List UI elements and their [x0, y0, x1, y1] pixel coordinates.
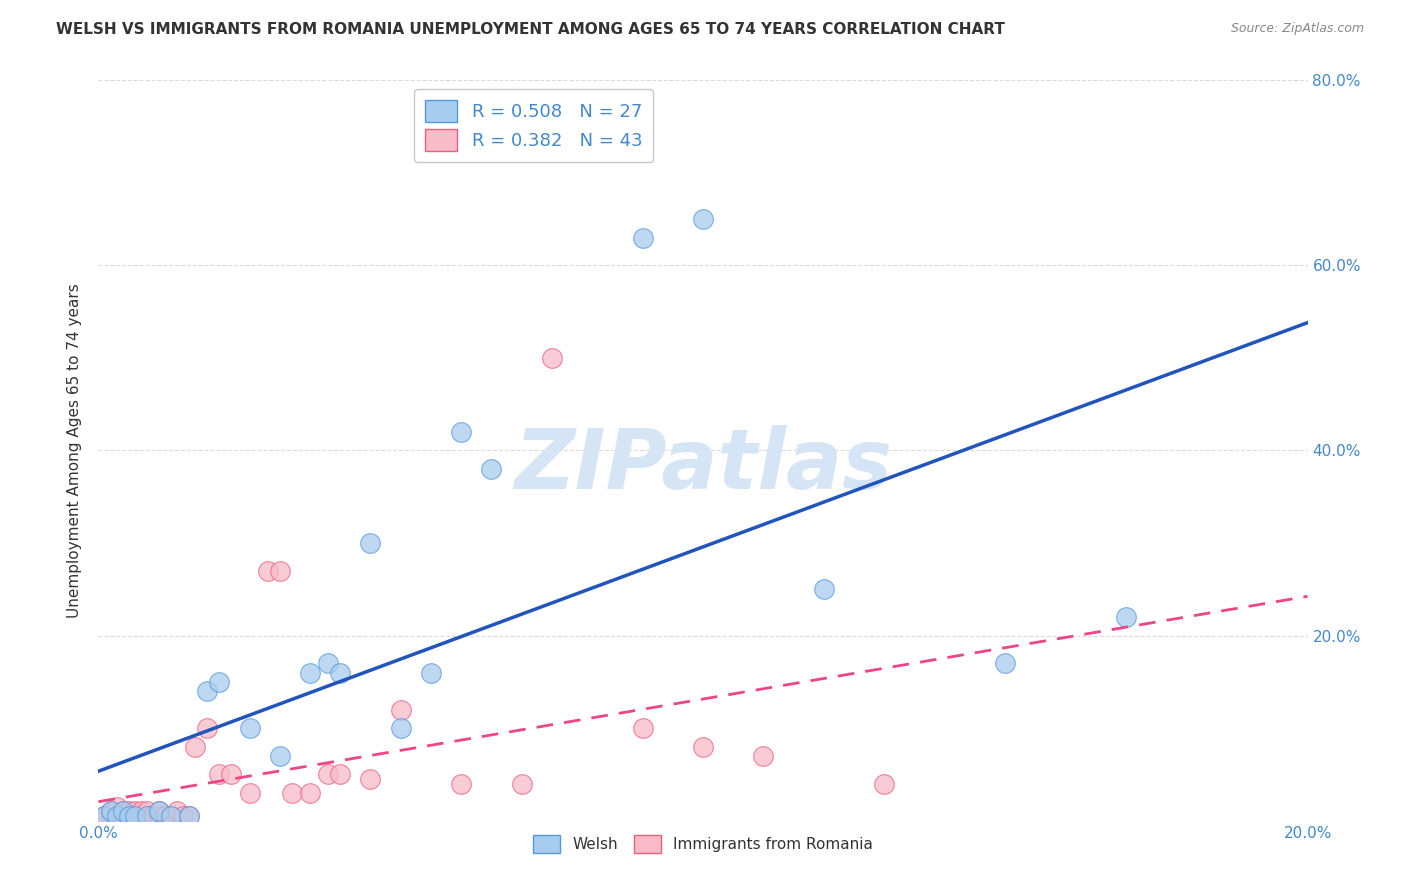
Point [93, 809, 115, 823]
Point [172, 809, 194, 823]
Point [752, 748, 775, 763]
Point [105, 809, 128, 823]
Point [208, 767, 231, 781]
Point [389, 703, 412, 717]
Point [100, 805, 122, 819]
Point [129, 809, 152, 823]
Point [540, 351, 562, 365]
Point [105, 809, 128, 823]
Point [93, 809, 115, 823]
Text: WELSH VS IMMIGRANTS FROM ROMANIA UNEMPLOYMENT AMONG AGES 65 TO 74 YEARS CORRELAT: WELSH VS IMMIGRANTS FROM ROMANIA UNEMPLO… [56, 22, 1005, 37]
Point [135, 805, 157, 819]
Point [184, 739, 207, 754]
Point [316, 767, 339, 781]
Point [316, 657, 339, 671]
Point [179, 809, 201, 823]
Point [329, 767, 352, 781]
Point [450, 425, 472, 439]
Point [631, 230, 654, 244]
Point [111, 805, 134, 819]
Point [221, 767, 243, 781]
Point [100, 809, 122, 823]
Point [118, 809, 141, 823]
Point [208, 674, 231, 689]
Point [1115, 610, 1137, 624]
Point [160, 809, 183, 823]
Point [692, 212, 714, 227]
Point [129, 805, 152, 819]
Point [631, 721, 654, 735]
Point [148, 805, 170, 819]
Point [166, 805, 188, 819]
Point [148, 805, 170, 819]
Point [148, 809, 170, 823]
Point [281, 786, 304, 800]
Point [256, 564, 278, 578]
Point [299, 665, 322, 680]
Point [105, 799, 128, 814]
Point [153, 809, 176, 823]
Point [692, 739, 714, 754]
Point [118, 809, 141, 823]
Point [360, 772, 382, 786]
Point [994, 657, 1017, 671]
Point [329, 665, 352, 680]
Point [389, 721, 412, 735]
Point [135, 809, 157, 823]
Point [142, 809, 165, 823]
Point [481, 462, 503, 476]
Point [195, 721, 218, 735]
Point [124, 809, 146, 823]
Point [124, 805, 146, 819]
Point [813, 582, 835, 597]
Point [195, 684, 218, 698]
Point [118, 805, 141, 819]
Point [111, 809, 134, 823]
Point [124, 809, 146, 823]
Y-axis label: Unemployment Among Ages 65 to 74 years: Unemployment Among Ages 65 to 74 years [67, 283, 83, 618]
Point [135, 809, 157, 823]
Point [873, 776, 896, 791]
Text: ZIPatlas: ZIPatlas [515, 425, 891, 506]
Point [299, 786, 322, 800]
Point [100, 805, 122, 819]
Point [160, 809, 183, 823]
Point [269, 564, 291, 578]
Point [111, 805, 134, 819]
Text: Source: ZipAtlas.com: Source: ZipAtlas.com [1230, 22, 1364, 36]
Point [360, 536, 382, 550]
Point [179, 809, 201, 823]
Point [269, 748, 291, 763]
Point [420, 665, 443, 680]
Point [239, 786, 262, 800]
Legend: Welsh, Immigrants from Romania: Welsh, Immigrants from Romania [526, 827, 880, 861]
Point [239, 721, 262, 735]
Point [450, 776, 472, 791]
Point [510, 776, 533, 791]
